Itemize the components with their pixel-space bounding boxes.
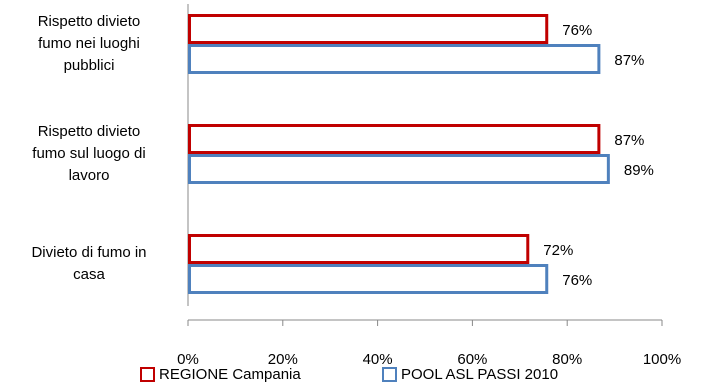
bar-regione-campania <box>188 234 530 264</box>
category-label: Rispetto divieto fumo nei luoghi pubblic… <box>37 13 141 74</box>
legend-swatch <box>140 367 155 382</box>
x-tick-label: 60% <box>457 351 487 368</box>
legend-label: POOL ASL PASSI 2010 <box>401 366 559 383</box>
data-label: 87% <box>614 132 644 149</box>
data-label: 72% <box>543 242 573 259</box>
x-tick-label: 40% <box>363 351 393 368</box>
legend: REGIONE Campania POOL ASL PASSI 2010 <box>0 366 707 390</box>
legend-item: REGIONE Campania <box>140 366 301 383</box>
x-tick-label: 100% <box>643 351 681 368</box>
data-label: 89% <box>624 162 654 179</box>
legend-item: POOL ASL PASSI 2010 <box>382 366 558 383</box>
bar-pool-asl <box>188 154 610 184</box>
bar-pool-asl <box>188 264 549 294</box>
x-tick-label: 20% <box>268 351 298 368</box>
category-label: Rispetto divieto fumo sul luogo di lavor… <box>32 123 146 184</box>
bar-pool-asl <box>188 44 601 74</box>
data-label: 76% <box>562 22 592 39</box>
legend-label: REGIONE Campania <box>159 366 301 383</box>
bar-regione-campania <box>188 14 549 44</box>
data-label: 87% <box>614 52 644 69</box>
bar-regione-campania <box>188 124 601 154</box>
legend-swatch <box>382 367 397 382</box>
x-tick-label: 0% <box>177 351 199 368</box>
category-label: Divieto di fumo in casa <box>31 244 147 283</box>
data-label: 76% <box>562 272 592 289</box>
x-tick-label: 80% <box>552 351 582 368</box>
